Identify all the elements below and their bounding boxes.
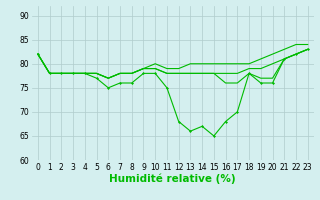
X-axis label: Humidité relative (%): Humidité relative (%) bbox=[109, 173, 236, 184]
